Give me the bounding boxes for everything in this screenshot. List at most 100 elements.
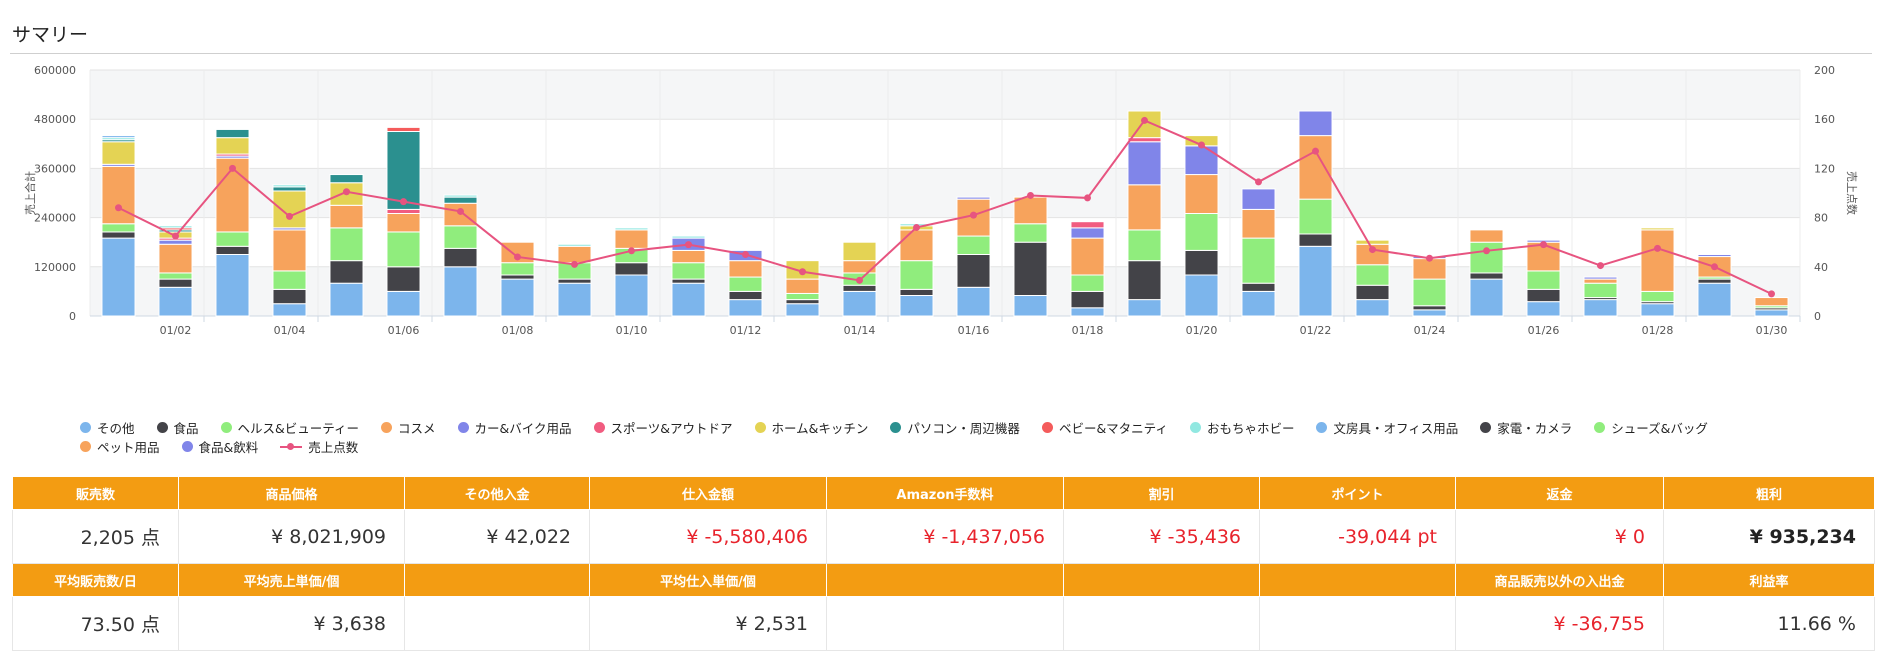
legend-label: スポーツ&アウトドア (610, 421, 733, 436)
plot-band (90, 70, 1800, 120)
header-product-price: 商品価格 (178, 476, 405, 510)
legend-item[interactable]: おもちゃホビー (1189, 418, 1294, 437)
bar-segment (500, 278, 535, 317)
legend-dot-icon (1041, 422, 1053, 433)
sales-count-point (685, 241, 692, 249)
legend-item[interactable]: ホーム&キッチン (754, 418, 869, 437)
y-tick-label: 360000 (34, 162, 76, 175)
legend-item[interactable]: パソコン・周辺機器 (890, 418, 1020, 437)
y-tick-label: 0 (69, 310, 76, 323)
bar-segment (443, 247, 478, 268)
legend-label: ペット用品 (97, 440, 160, 455)
legend-item[interactable]: コスメ (381, 418, 436, 437)
bar-segment (329, 227, 364, 262)
bar-segment (956, 196, 991, 200)
legend-item[interactable]: スポーツ&アウトドア (593, 418, 733, 437)
y2-tick-label: 120 (1814, 162, 1835, 175)
legend-item[interactable]: その他 (80, 418, 135, 437)
value-points: -39,044 pt (1259, 509, 1456, 564)
legend-item[interactable]: 売上点数 (280, 437, 358, 456)
sales-count-point (1198, 141, 1205, 149)
y-axis-title: 売上合計 (23, 171, 37, 215)
y2-axis-title: 売上点数 (1845, 171, 1858, 215)
sales-count-point (172, 232, 179, 240)
legend-item[interactable]: ヘルス&ビューティー (220, 418, 359, 437)
sales-count-point (1369, 246, 1376, 254)
bar-segment (1640, 303, 1675, 317)
plot-band (90, 119, 1800, 169)
bar-segment (1241, 208, 1276, 239)
header-sales-count: 販売数 (12, 476, 179, 510)
table-header-row: 販売数 商品価格 その他入金 仕入金額 Amazon手数料 割引 ポイント 返金… (12, 476, 1875, 510)
x-tick-label: 01/28 (1642, 324, 1674, 337)
header-gross-profit: 粗利 (1663, 476, 1875, 510)
y2-tick-label: 160 (1814, 113, 1835, 126)
bar-segment (1469, 229, 1504, 243)
x-tick-label: 01/26 (1528, 324, 1560, 337)
bar-segment (1127, 141, 1162, 186)
header-profit-rate: 利益率 (1663, 563, 1875, 597)
x-tick-label: 01/22 (1300, 324, 1332, 337)
legend-item[interactable]: カー&バイク用品 (457, 418, 572, 437)
bar-segment (215, 245, 250, 256)
legend-item[interactable]: ベビー&マタニティ (1041, 418, 1168, 437)
bar-segment (329, 204, 364, 229)
bar-segment (1412, 309, 1447, 317)
bar-segment (1241, 188, 1276, 210)
bar-segment (1583, 282, 1618, 299)
header-empty (826, 563, 1064, 597)
bar-segment (899, 288, 934, 297)
bar-segment (1298, 135, 1333, 200)
table-row: 2,205 点 ¥ 8,021,909 ¥ 42,022 ¥ -5,580,40… (12, 509, 1875, 564)
bar-segment (272, 303, 307, 317)
legend-item[interactable]: 食品&飲料 (181, 437, 258, 456)
bar-segment (1013, 196, 1048, 225)
bar-segment (557, 243, 592, 247)
bar-segment (215, 128, 250, 139)
header-refund: 返金 (1455, 476, 1664, 510)
value-avg-unit-price: ¥ 3,638 (178, 596, 405, 651)
value-gross-profit: ¥ 935,234 (1663, 509, 1875, 564)
legend-label: カー&バイク用品 (474, 421, 572, 436)
bar-segment (272, 190, 307, 229)
bar-segment (1469, 278, 1504, 317)
bar-segment (1127, 299, 1162, 317)
bar-segment (386, 126, 421, 133)
header-empty (1063, 563, 1260, 597)
bar-segment (1754, 309, 1789, 317)
bar-segment (1184, 274, 1219, 317)
legend-item[interactable]: シューズ&バッグ (1594, 418, 1708, 437)
bar-segment (1412, 278, 1447, 307)
plot-band (90, 168, 1800, 218)
sales-count-point (1255, 178, 1262, 186)
bar-segment (785, 278, 820, 294)
legend-dot-icon (1189, 422, 1201, 433)
bar-segment (1298, 198, 1333, 235)
bar-segment (842, 290, 877, 317)
legend-label: ホーム&キッチン (771, 421, 869, 436)
bar-segment (1640, 229, 1675, 292)
sales-count-point (1084, 194, 1091, 202)
header-empty (1259, 563, 1456, 597)
x-tick-label: 01/06 (388, 324, 420, 337)
value-empty (1063, 596, 1260, 651)
legend-item[interactable]: ペット用品 (80, 437, 160, 456)
legend-label: 文房具・オフィス用品 (1333, 421, 1459, 436)
legend-item[interactable]: 文房具・オフィス用品 (1316, 418, 1458, 437)
bar-segment (785, 303, 820, 317)
bar-segment (386, 231, 421, 268)
bar-segment (1127, 229, 1162, 262)
bar-segment (1013, 223, 1048, 243)
bar-segment (557, 245, 592, 264)
bar-segment (386, 131, 421, 210)
value-profit-rate: 11.66 % (1663, 596, 1875, 651)
bar-segment (215, 231, 250, 247)
y2-tick-label: 200 (1814, 64, 1835, 77)
bar-segment (101, 165, 136, 225)
header-avg-unit-price: 平均売上単価/個 (178, 563, 405, 597)
legend-label: 売上点数 (308, 440, 359, 455)
legend-item[interactable]: 食品 (156, 418, 199, 437)
x-tick-label: 01/24 (1414, 324, 1446, 337)
bar-segment (329, 282, 364, 317)
legend-item[interactable]: 家電・カメラ (1480, 418, 1572, 437)
